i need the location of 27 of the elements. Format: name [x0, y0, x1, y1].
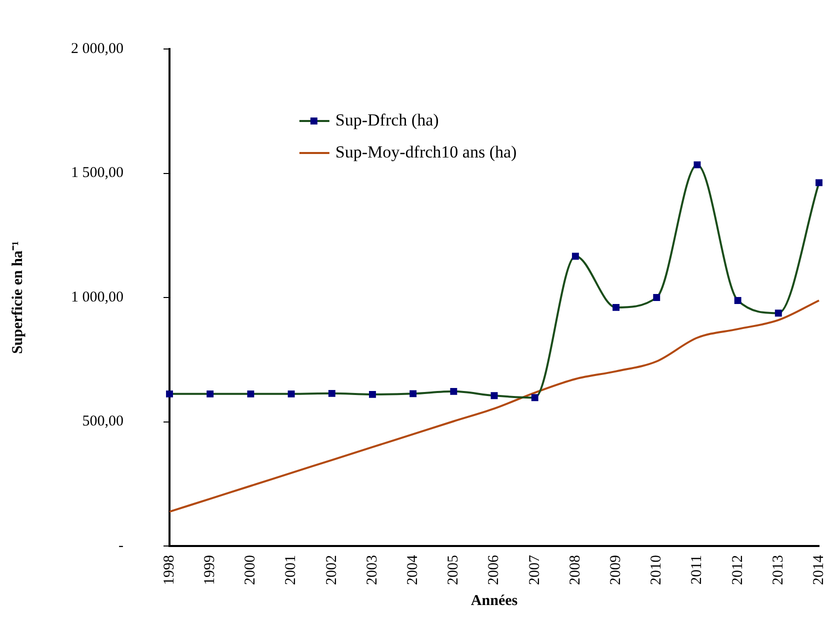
x-tick-label: 2005: [446, 555, 462, 585]
x-axis-title: Années: [470, 592, 518, 609]
y-tick-label: 500,00: [82, 414, 124, 430]
x-tick-label: 2013: [770, 555, 786, 585]
x-tick-label: 1998: [161, 555, 178, 585]
x-tick-label: 2000: [242, 555, 259, 585]
x-tick-label: 2002: [324, 555, 340, 585]
x-tick-label: 2011: [689, 555, 706, 584]
y-axis-title: Superficie en ha⁻¹: [10, 241, 26, 354]
x-tick-label: 2006: [486, 554, 502, 585]
x-tick-label: 2008: [567, 555, 584, 585]
x-tick-label: 2009: [608, 555, 624, 585]
x-tick-label: 2001: [283, 555, 300, 585]
x-tick-label: 2004: [405, 554, 421, 585]
y-tick-label: 1 500,00: [71, 165, 124, 182]
y-tick-label: 2 000,00: [71, 40, 124, 57]
x-tick-label: 1999: [202, 555, 218, 585]
legend-label: Sup-Moy-dfrch10 ans (ha): [335, 142, 517, 162]
y-tick-label: 1 000,00: [71, 289, 124, 306]
x-tick-label: 2003: [364, 555, 380, 585]
x-tick-label: 2012: [730, 555, 746, 585]
x-tick-label: 2014: [810, 554, 827, 585]
x-tick-label: 2007: [526, 554, 543, 585]
y-tick-label: -: [118, 538, 124, 554]
x-tick-label: 2010: [648, 555, 665, 585]
legend-label: Sup-Dfrch (ha): [335, 110, 439, 130]
line-series: [168, 299, 820, 513]
